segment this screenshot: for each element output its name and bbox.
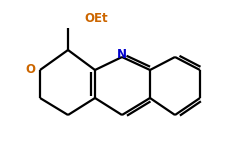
Text: O: O bbox=[25, 63, 35, 76]
Text: N: N bbox=[117, 48, 127, 61]
Text: OEt: OEt bbox=[84, 11, 108, 24]
